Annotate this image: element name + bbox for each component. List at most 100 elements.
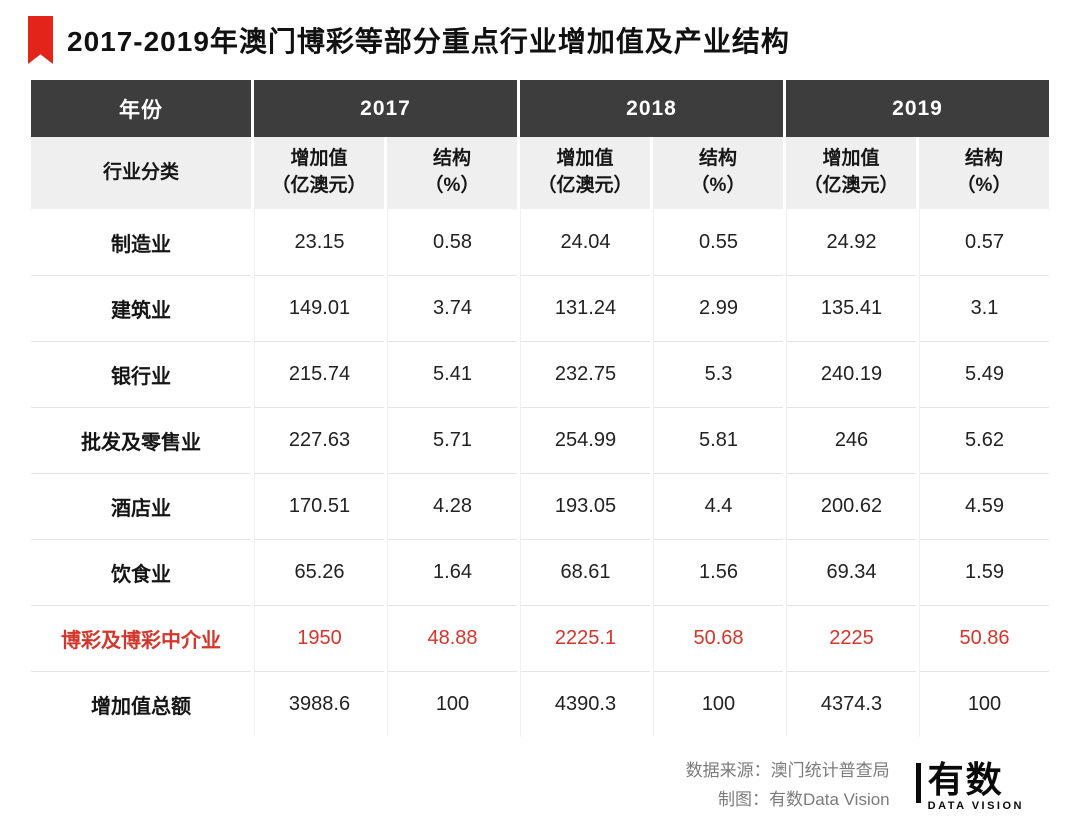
value-cell: 215.74	[254, 341, 384, 407]
pct-header-line1: 结构	[698, 148, 737, 170]
value-cell: 240.19	[786, 341, 916, 407]
pct-cell: 2.99	[653, 275, 783, 341]
table-row: 制造业 23.15 0.58 24.04 0.55 24.92 0.57	[31, 209, 1049, 275]
value-cell: 193.05	[520, 473, 650, 539]
value-header-cell: 增加值 （亿澳元）	[786, 137, 916, 209]
value-cell: 4390.3	[520, 671, 650, 737]
pct-cell: 5.41	[387, 341, 517, 407]
year-2018-cell: 2018	[520, 80, 783, 137]
table-row: 饮食业 65.26 1.64 68.61 1.56 69.34 1.59	[31, 539, 1049, 605]
footer-credits: 数据来源：澳门统计普查局 制图：有数Data Vision	[686, 757, 890, 815]
value-cell: 24.04	[520, 209, 650, 275]
pct-cell: 3.74	[387, 275, 517, 341]
value-cell: 2225	[786, 605, 916, 671]
industry-cell: 制造业	[111, 233, 171, 256]
value-cell: 227.63	[254, 407, 384, 473]
table-row: 批发及零售业 227.63 5.71 254.99 5.81 246 5.62	[31, 407, 1049, 473]
logo-cn-text: 有数	[927, 758, 1004, 800]
value-cell: 170.51	[254, 473, 384, 539]
pct-header-line1: 结构	[432, 148, 471, 170]
logo-en-text: DATA VISION	[927, 800, 1024, 813]
pct-header-cell: 结构 （%）	[387, 137, 517, 209]
pct-cell: 1.64	[387, 539, 517, 605]
logo-bar-icon	[915, 762, 921, 803]
pct-header-line2: （%）	[690, 175, 746, 196]
industry-cell: 饮食业	[31, 539, 251, 605]
value-cell: 65.26	[254, 539, 384, 605]
value-cell: 23.15	[254, 209, 384, 275]
pct-cell: 4.28	[387, 473, 517, 539]
year-2019-cell: 2019	[786, 80, 1049, 137]
pct-header-line2: （%）	[424, 175, 480, 196]
value-cell: 3988.6	[254, 671, 384, 737]
page-title: 2017-2019年澳门博彩等部分重点行业增加值及产业结构	[67, 26, 790, 57]
value-cell: 135.41	[786, 275, 916, 341]
pct-cell: 100	[919, 671, 1049, 737]
pct-cell: 5.49	[919, 341, 1049, 407]
pct-cell: 0.58	[387, 209, 517, 275]
pct-cell: 100	[387, 671, 517, 737]
industry-cell: 博彩及博彩中介业	[31, 605, 251, 671]
pct-cell: 5.62	[919, 407, 1049, 473]
value-cell: 131.24	[520, 275, 650, 341]
subheader-row: 行业分类 增加值 （亿澳元） 结构 （%） 增加值 （亿澳元） 结构 （%）	[31, 137, 1049, 209]
ribbon-accent-icon	[28, 16, 53, 64]
value-cell: 24.92	[786, 209, 916, 275]
value-cell: 1950	[254, 605, 384, 671]
value-header-cell: 增加值 （亿澳元）	[254, 137, 384, 209]
pct-cell: 100	[653, 671, 783, 737]
value-header-line1: 增加值	[556, 148, 614, 170]
year-2017-cell: 2017	[254, 80, 517, 137]
pct-header-cell: 结构 （%）	[919, 137, 1049, 209]
pct-cell: 4.59	[919, 473, 1049, 539]
table-row: 银行业 215.74 5.41 232.75 5.3 240.19 5.49	[31, 341, 1049, 407]
pct-header-cell: 结构 （%）	[653, 137, 783, 209]
value-cell: 254.99	[520, 407, 650, 473]
pct-header-line1: 结构	[964, 148, 1003, 170]
table-row-gaming-highlight: 博彩及博彩中介业 1950 48.88 2225.1 50.68 2225 50…	[31, 605, 1049, 671]
table-row: 酒店业 170.51 4.28 193.05 4.4 200.62 4.59	[31, 473, 1049, 539]
value-cell: 200.62	[786, 473, 916, 539]
value-cell: 2225.1	[520, 605, 650, 671]
logo-text-wrap: 有数 DATA VISION	[927, 758, 1024, 813]
pct-cell: 5.81	[653, 407, 783, 473]
title-row: 2017-2019年澳门博彩等部分重点行业增加值及产业结构	[28, 16, 1052, 64]
value-header-line2: （亿澳元）	[537, 175, 633, 196]
chart-credit-text: 制图：有数Data Vision	[718, 789, 890, 809]
year-corner-cell: 年份	[31, 80, 251, 137]
data-table: 年份 2017 2018 2019 行业分类 增加值 （亿澳元） 结构 （%） …	[28, 80, 1052, 737]
year-header-row: 年份 2017 2018 2019	[31, 80, 1049, 137]
value-header-line1: 增加值	[822, 148, 880, 170]
industry-cell: 酒店业	[31, 473, 251, 539]
pct-cell: 5.3	[653, 341, 783, 407]
value-cell: 68.61	[520, 539, 650, 605]
value-header-line2: （亿澳元）	[803, 175, 899, 196]
data-vision-logo: 有数 DATA VISION	[915, 758, 1024, 813]
industry-cell: 增加值总额	[31, 671, 251, 737]
industry-cell: 银行业	[31, 341, 251, 407]
table-row: 建筑业 149.01 3.74 131.24 2.99 135.41 3.1	[31, 275, 1049, 341]
pct-cell: 0.57	[919, 209, 1049, 275]
table-row-total: 增加值总额 3988.6 100 4390.3 100 4374.3 100	[31, 671, 1049, 737]
pct-cell: 5.71	[387, 407, 517, 473]
value-cell: 4374.3	[786, 671, 916, 737]
industry-cell: 批发及零售业	[31, 407, 251, 473]
data-source-text: 数据来源：澳门统计普查局	[685, 761, 890, 780]
pct-cell: 1.56	[653, 539, 783, 605]
value-cell: 246	[786, 407, 916, 473]
pct-cell: 48.88	[387, 605, 517, 671]
value-cell: 69.34	[786, 539, 916, 605]
pct-cell: 4.4	[653, 473, 783, 539]
pct-cell: 0.55	[653, 209, 783, 275]
industry-header-cell: 行业分类	[31, 137, 251, 209]
footer: 数据来源：澳门统计普查局 制图：有数Data Vision 有数 DATA VI…	[28, 737, 1052, 815]
value-header-cell: 增加值 （亿澳元）	[520, 137, 650, 209]
pct-header-line2: （%）	[956, 175, 1012, 196]
pct-cell: 50.68	[653, 605, 783, 671]
pct-cell: 3.1	[919, 275, 1049, 341]
value-header-line1: 增加值	[290, 148, 348, 170]
value-cell: 149.01	[254, 275, 384, 341]
industry-cell: 建筑业	[31, 275, 251, 341]
pct-cell: 50.86	[919, 605, 1049, 671]
